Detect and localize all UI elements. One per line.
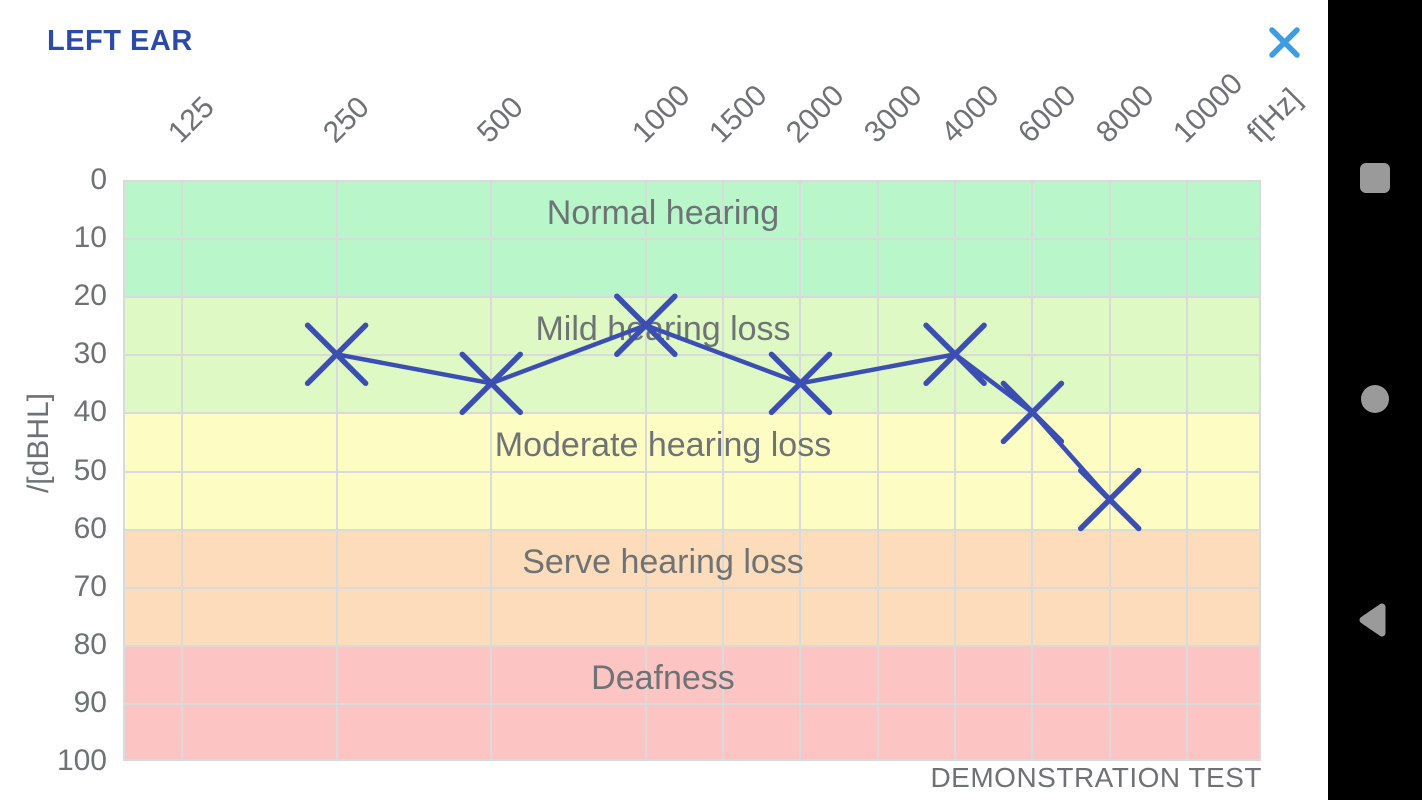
gridline-vertical xyxy=(799,180,801,761)
y-tick-label: 10 xyxy=(73,221,107,255)
close-icon xyxy=(1269,27,1300,58)
gridline-horizontal xyxy=(123,529,1261,531)
android-navbar xyxy=(1328,0,1422,800)
threshold-series xyxy=(304,293,1142,532)
gridline-vertical xyxy=(722,180,724,761)
y-tick-label: 30 xyxy=(73,337,107,371)
gridline-vertical xyxy=(1186,180,1188,761)
x-tick-label: 1500 xyxy=(703,78,774,150)
x-axis-unit-label: f[Hz] xyxy=(1240,82,1308,150)
recents-button[interactable] xyxy=(1360,163,1390,193)
band-label: Serve hearing loss xyxy=(522,542,804,581)
gridline-vertical xyxy=(336,180,338,761)
gridline-horizontal xyxy=(123,703,1261,705)
gridline-vertical xyxy=(645,180,647,761)
y-tick-label: 0 xyxy=(90,163,107,196)
gridline-vertical xyxy=(123,180,125,761)
gridline-vertical xyxy=(1259,180,1261,761)
gridline-horizontal xyxy=(123,238,1261,240)
x-tick-label: 250 xyxy=(316,90,376,150)
y-tick-label: 20 xyxy=(73,279,107,313)
x-tick-label: 4000 xyxy=(935,78,1006,150)
y-tick-label: 90 xyxy=(73,685,107,719)
y-tick-label: 100 xyxy=(56,744,107,777)
x-tick-label: 10000 xyxy=(1166,66,1250,150)
x-tick-label: 500 xyxy=(471,90,530,150)
gridline-horizontal xyxy=(123,412,1261,414)
gridline-vertical xyxy=(181,180,183,761)
x-tick-label: 8000 xyxy=(1089,78,1161,150)
gridline-vertical xyxy=(954,180,956,761)
gridline-vertical xyxy=(877,180,879,761)
y-tick-label: 60 xyxy=(73,511,107,545)
audiogram-chart: Normal hearing Mild hearing loss Moderate … xyxy=(123,180,1261,761)
x-marker xyxy=(614,293,678,357)
x-marker xyxy=(459,351,523,416)
x-marker xyxy=(1000,380,1065,445)
recents-square-icon xyxy=(1360,163,1390,193)
x-tick-label: 125 xyxy=(161,90,221,150)
y-tick-label: 40 xyxy=(73,395,107,429)
x-tick-label: 6000 xyxy=(1012,78,1083,150)
gridline-horizontal xyxy=(123,354,1261,356)
hearing-band xyxy=(123,412,1261,529)
band-label: Deafness xyxy=(591,658,735,697)
threshold-line xyxy=(336,323,1112,502)
home-button[interactable] xyxy=(1361,385,1389,413)
band-label: Moderate hearing loss xyxy=(494,426,832,465)
y-tick-label: 70 xyxy=(73,569,107,603)
band-label: Normal hearing xyxy=(546,194,780,232)
home-circle-icon xyxy=(1361,385,1389,413)
x-marker xyxy=(923,322,987,387)
x-tick-label: 2000 xyxy=(780,78,851,150)
hearing-band xyxy=(123,528,1261,645)
back-button[interactable] xyxy=(1356,600,1390,640)
x-marker xyxy=(304,322,369,387)
x-marker xyxy=(1077,467,1142,532)
gridline-vertical xyxy=(1109,180,1111,761)
y-tick-label: 80 xyxy=(73,627,107,661)
demo-test-watermark: DEMONSTRATION TEST xyxy=(930,762,1262,793)
y-tick-label: 50 xyxy=(73,453,107,487)
x-marker xyxy=(768,351,833,416)
x-tick-label: 3000 xyxy=(857,78,929,150)
gridline-vertical xyxy=(490,180,492,761)
gridline-horizontal xyxy=(123,645,1261,647)
gridline-horizontal xyxy=(123,587,1261,589)
hearing-band xyxy=(123,644,1261,761)
gridline-vertical xyxy=(1031,180,1033,761)
gridline-horizontal xyxy=(123,759,1261,761)
gridline-horizontal xyxy=(123,471,1261,473)
x-tick-label: 1000 xyxy=(625,78,697,150)
gridline-horizontal xyxy=(123,180,1261,182)
close-button[interactable] xyxy=(1266,25,1302,61)
back-triangle-icon xyxy=(1359,603,1386,637)
gridline-horizontal xyxy=(123,296,1261,298)
page-title: LEFT EAR xyxy=(47,25,193,57)
audiogram-screen: LEFT EAR /[dBHL] 0 10 20 30 40 50 60 70 80 90 100 … xyxy=(22,25,1308,793)
